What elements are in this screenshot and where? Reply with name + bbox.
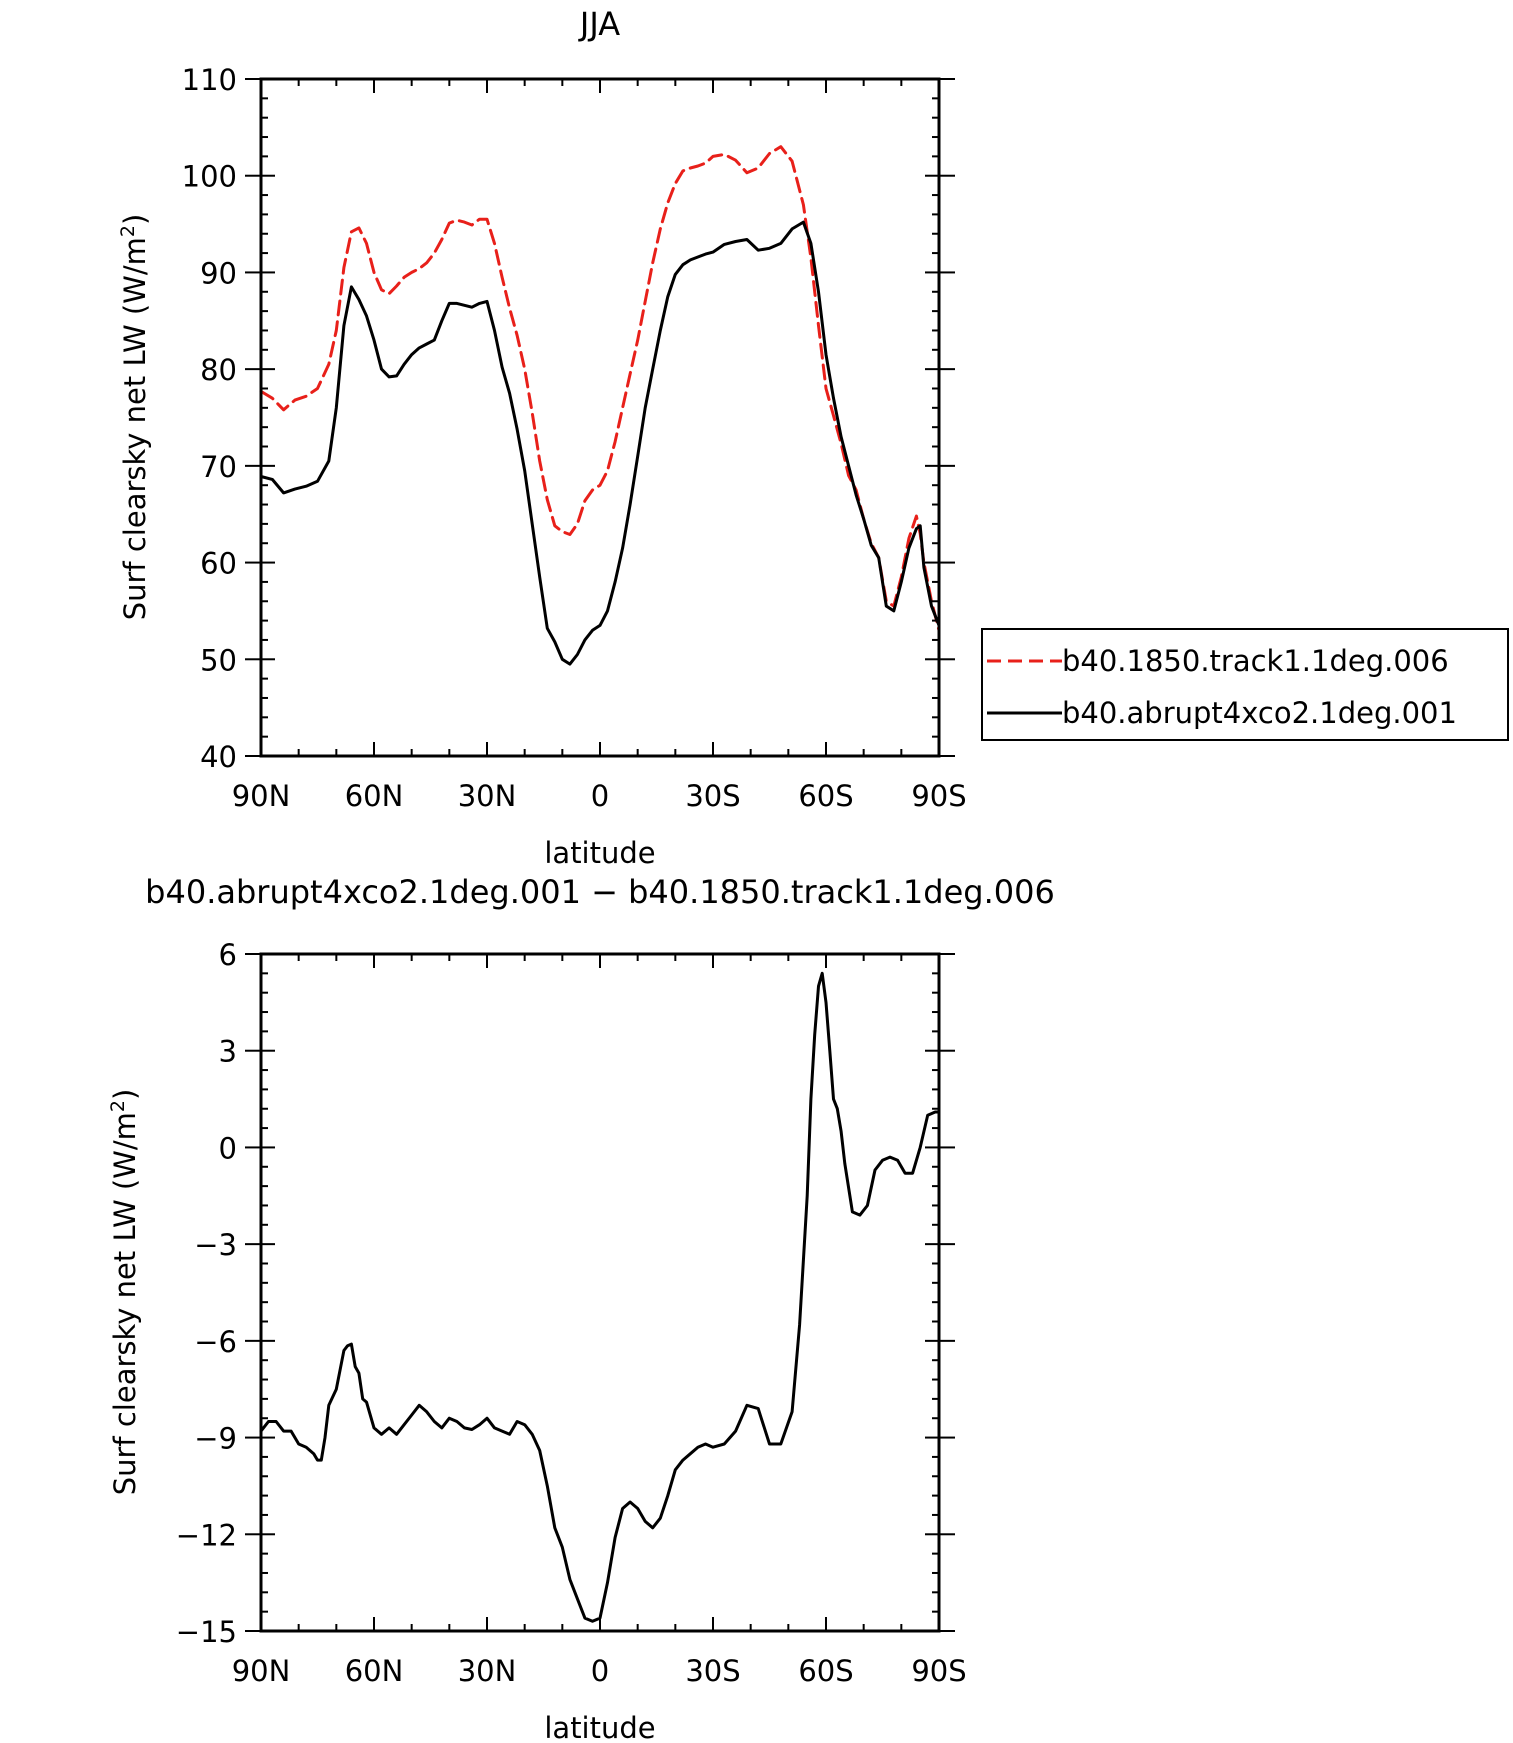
x-tick-label: 90S — [911, 1654, 966, 1688]
y-tick-label: 70 — [200, 450, 237, 484]
chart-title: JJA — [578, 5, 620, 43]
y-axis-title: Surf clearsky net LW (W/m2) — [107, 1089, 142, 1496]
x-tick-label: 0 — [591, 1654, 609, 1688]
x-tick-label: 60S — [798, 779, 853, 813]
x-tick-label: 30N — [458, 1654, 517, 1688]
y-tick-label: 0 — [219, 1131, 237, 1165]
y-tick-label: 40 — [200, 740, 237, 774]
x-tick-label: 30S — [685, 1654, 740, 1688]
y-tick-label: 110 — [182, 63, 237, 97]
top-chart: JJA 90N 60N 30N 0 30S 60S 90S 40 50 60 70 80 90 100 11… — [117, 5, 1509, 870]
bottom-chart: b40.abrupt4xco2.1deg.001 − b40.1850.trac… — [107, 873, 1055, 1743]
y-tick-label: −15 — [176, 1615, 237, 1649]
y-tick-label: 50 — [200, 643, 237, 677]
difference-chart-title: b40.abrupt4xco2.1deg.001 − b40.1850.trac… — [145, 873, 1055, 911]
x-tick-label: 90S — [911, 779, 966, 813]
x-axis-title: latitude — [544, 836, 655, 870]
x-tick-label: 30S — [685, 779, 740, 813]
y-tick-label: −12 — [176, 1518, 237, 1552]
x-tick-label: 60S — [798, 1654, 853, 1688]
x-tick-label: 90N — [232, 779, 291, 813]
x-axis-title: latitude — [544, 1711, 655, 1743]
x-tick-label: 90N — [232, 1654, 291, 1688]
legend-label-control: b40.1850.track1.1deg.006 — [1062, 644, 1449, 678]
x-tick-label: 30N — [458, 779, 517, 813]
y-tick-label: −3 — [194, 1228, 237, 1262]
y-axis-title: Surf clearsky net LW (W/m2) — [117, 214, 152, 621]
y-tick-label: 6 — [219, 938, 237, 972]
y-tick-label: 90 — [200, 256, 237, 290]
legend-label-4xco2: b40.abrupt4xco2.1deg.001 — [1062, 696, 1457, 730]
x-tick-label: 60N — [345, 1654, 404, 1688]
series-line-control — [259, 145, 941, 632]
plot-frame — [259, 952, 941, 1633]
y-tick-label: 3 — [219, 1035, 237, 1069]
legend: b40.1850.track1.1deg.006 b40.abrupt4xco2… — [981, 628, 1509, 741]
x-tick-label: 60N — [345, 779, 404, 813]
y-tick-label: −9 — [194, 1422, 237, 1456]
series-line-difference — [259, 971, 941, 1623]
series-line-4xco2 — [259, 220, 941, 666]
x-tick-label: 0 — [591, 779, 609, 813]
y-tick-label: 60 — [200, 547, 237, 581]
y-tick-label: 100 — [182, 160, 237, 194]
y-tick-label: −6 — [194, 1325, 237, 1359]
y-tick-label: 80 — [200, 353, 237, 387]
legend-box — [981, 628, 1509, 741]
